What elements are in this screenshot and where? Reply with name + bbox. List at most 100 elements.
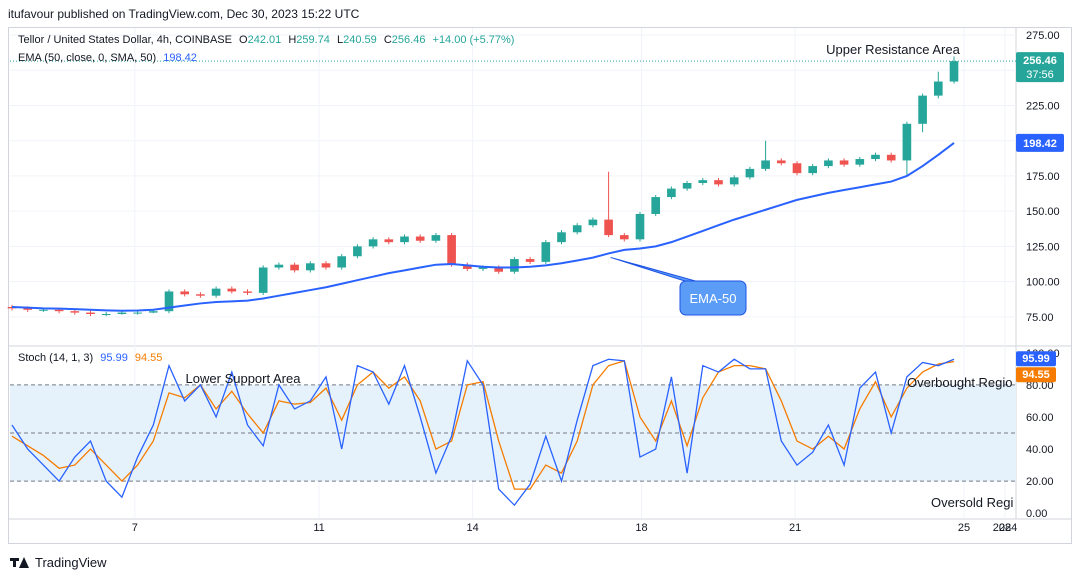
candle-body <box>211 288 221 296</box>
stoch-d-tag <box>1016 367 1056 383</box>
candle-body <box>525 259 535 262</box>
candle-body <box>54 309 64 312</box>
candle-body <box>839 160 849 165</box>
candle-body <box>761 160 770 169</box>
overbought-annotation: Overbought Regio <box>907 375 1013 390</box>
stoch-k-tag-value: 95.99 <box>1022 353 1050 365</box>
candle-body <box>667 188 676 198</box>
candle-body <box>824 160 833 167</box>
time-tick-label: 21 <box>789 522 801 534</box>
candle-body <box>729 177 739 185</box>
ema-legend: EMA (50, close, 0, SMA, 50) 198.42 <box>18 52 197 64</box>
candle-body <box>400 236 409 243</box>
time-tick-label: 7 <box>132 522 138 534</box>
candle-body <box>368 239 378 247</box>
price-legend: Tellor / United States Dollar, 4h, COINB… <box>18 34 514 46</box>
price-tick-label: 275.00 <box>1026 30 1060 42</box>
price-tick-label: 225.00 <box>1026 100 1060 112</box>
time-tick-label: 2024 <box>993 522 1017 534</box>
candle-body <box>619 235 629 240</box>
candle-body <box>243 291 252 293</box>
candle-body <box>918 95 927 124</box>
ema-50-line <box>11 142 955 312</box>
last-price-tag-value: 256.46 <box>1023 55 1057 67</box>
candle-body <box>588 219 598 226</box>
stoch-d-value: 94.55 <box>134 352 163 364</box>
stoch-tick-label: 40.00 <box>1026 444 1054 456</box>
price-tick-label: 150.00 <box>1026 206 1060 218</box>
candle-body <box>415 236 425 241</box>
stoch-label: Stoch (14, 1, 3) <box>18 352 94 364</box>
candle-body <box>792 163 802 174</box>
ema-price-tag <box>1016 133 1064 152</box>
candle-body <box>871 154 880 160</box>
stoch-legend: Stoch (14, 1, 3) 95.99 94.55 <box>18 352 162 364</box>
candle-body <box>933 81 943 96</box>
price-tick-label: 125.00 <box>1026 241 1060 253</box>
candle-body <box>635 213 645 240</box>
brand-text: TradingView <box>35 555 107 570</box>
ema-callout-pointer <box>610 256 700 283</box>
candle-body <box>776 160 786 164</box>
candle-body <box>305 263 315 271</box>
high-value: 259.74 <box>296 34 330 46</box>
stoch-tick-label: 0.00 <box>1026 508 1047 520</box>
open-value: 242.01 <box>247 34 282 46</box>
candle-body <box>698 180 708 183</box>
candle-body <box>321 263 331 268</box>
stoch-k-tag <box>1016 351 1056 367</box>
candle-body <box>478 267 488 269</box>
symbol-name: Tellor / United States Dollar, 4h, COINB… <box>18 34 232 46</box>
time-tick-label: 18 <box>635 522 647 534</box>
candle-body <box>462 264 472 269</box>
price-tick-label: 100.00 <box>1026 277 1060 289</box>
upper-resistance-annotation: Upper Resistance Area <box>826 42 960 57</box>
candle-body <box>604 219 613 236</box>
price-tick-label: 175.00 <box>1026 171 1060 183</box>
tradingview-brand[interactable]: TradingView <box>10 555 107 570</box>
stoch-k-value: 95.99 <box>100 352 128 364</box>
candle-body <box>714 180 723 185</box>
stoch-k-line <box>11 358 955 507</box>
tradingview-logo-icon <box>10 557 30 568</box>
candle-body <box>447 235 456 265</box>
lower-support-annotation: Lower Support Area <box>186 371 302 386</box>
candle-body <box>572 225 582 233</box>
candle-body <box>557 232 566 243</box>
time-tick-label: 28 <box>999 522 1011 534</box>
candle-body <box>258 267 268 293</box>
candle-body <box>274 264 284 268</box>
candle-body <box>431 235 441 241</box>
time-tick-label: 25 <box>958 522 970 534</box>
candle-body <box>808 166 818 174</box>
candle-body <box>902 123 912 161</box>
candle-body <box>651 197 661 214</box>
stoch-tick-label: 60.00 <box>1026 412 1054 424</box>
candle-body <box>745 168 755 178</box>
candle-body <box>39 309 48 311</box>
candle-body <box>886 154 896 161</box>
candle-body <box>86 312 95 315</box>
close-label: C <box>383 34 392 46</box>
candle-body <box>290 264 299 271</box>
stoch-band <box>10 384 1016 482</box>
candle-body <box>855 159 865 165</box>
candle-body <box>101 314 111 316</box>
price-tick-label: 75.00 <box>1026 312 1054 324</box>
ema-callout-text: EMA-50 <box>690 291 737 306</box>
stoch-tick-label: 20.00 <box>1026 476 1054 488</box>
publisher-line: itufavour published on TradingView.com, … <box>8 7 360 21</box>
change-value: +14.00 (+5.77%) <box>432 34 515 46</box>
candle-body <box>133 312 142 314</box>
time-tick-label: 11 <box>313 522 324 534</box>
candle-body <box>510 259 519 272</box>
ema-label: EMA (50, close, 0, SMA, 50) <box>18 52 157 64</box>
candle-body <box>180 291 190 295</box>
low-value: 240.59 <box>343 34 377 46</box>
candle-body <box>164 291 174 312</box>
open-label: O <box>239 34 248 46</box>
candle-body <box>196 294 205 296</box>
last-price-tag <box>1016 52 1064 83</box>
candle-body <box>70 311 80 313</box>
